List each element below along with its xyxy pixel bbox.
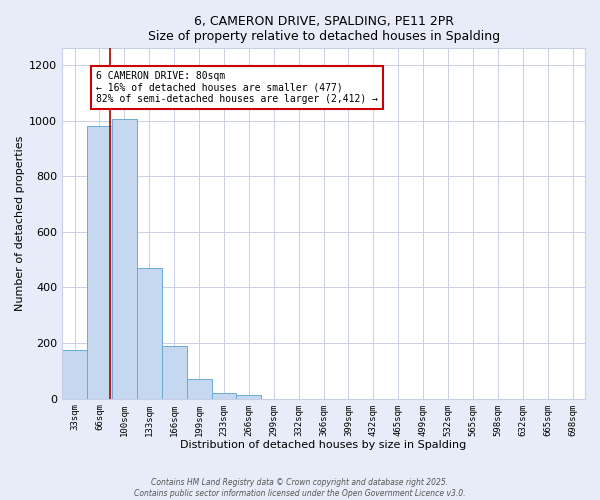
Bar bbox=[137, 268, 162, 398]
Bar bbox=[112, 119, 137, 398]
Y-axis label: Number of detached properties: Number of detached properties bbox=[15, 136, 25, 311]
Bar bbox=[62, 350, 87, 399]
Bar bbox=[236, 396, 262, 398]
X-axis label: Distribution of detached houses by size in Spalding: Distribution of detached houses by size … bbox=[181, 440, 467, 450]
Text: 6 CAMERON DRIVE: 80sqm
← 16% of detached houses are smaller (477)
82% of semi-de: 6 CAMERON DRIVE: 80sqm ← 16% of detached… bbox=[96, 71, 378, 104]
Bar bbox=[212, 392, 236, 398]
Bar bbox=[187, 380, 212, 398]
Text: Contains HM Land Registry data © Crown copyright and database right 2025.
Contai: Contains HM Land Registry data © Crown c… bbox=[134, 478, 466, 498]
Title: 6, CAMERON DRIVE, SPALDING, PE11 2PR
Size of property relative to detached house: 6, CAMERON DRIVE, SPALDING, PE11 2PR Siz… bbox=[148, 15, 500, 43]
Bar bbox=[162, 346, 187, 399]
Bar bbox=[87, 126, 112, 398]
